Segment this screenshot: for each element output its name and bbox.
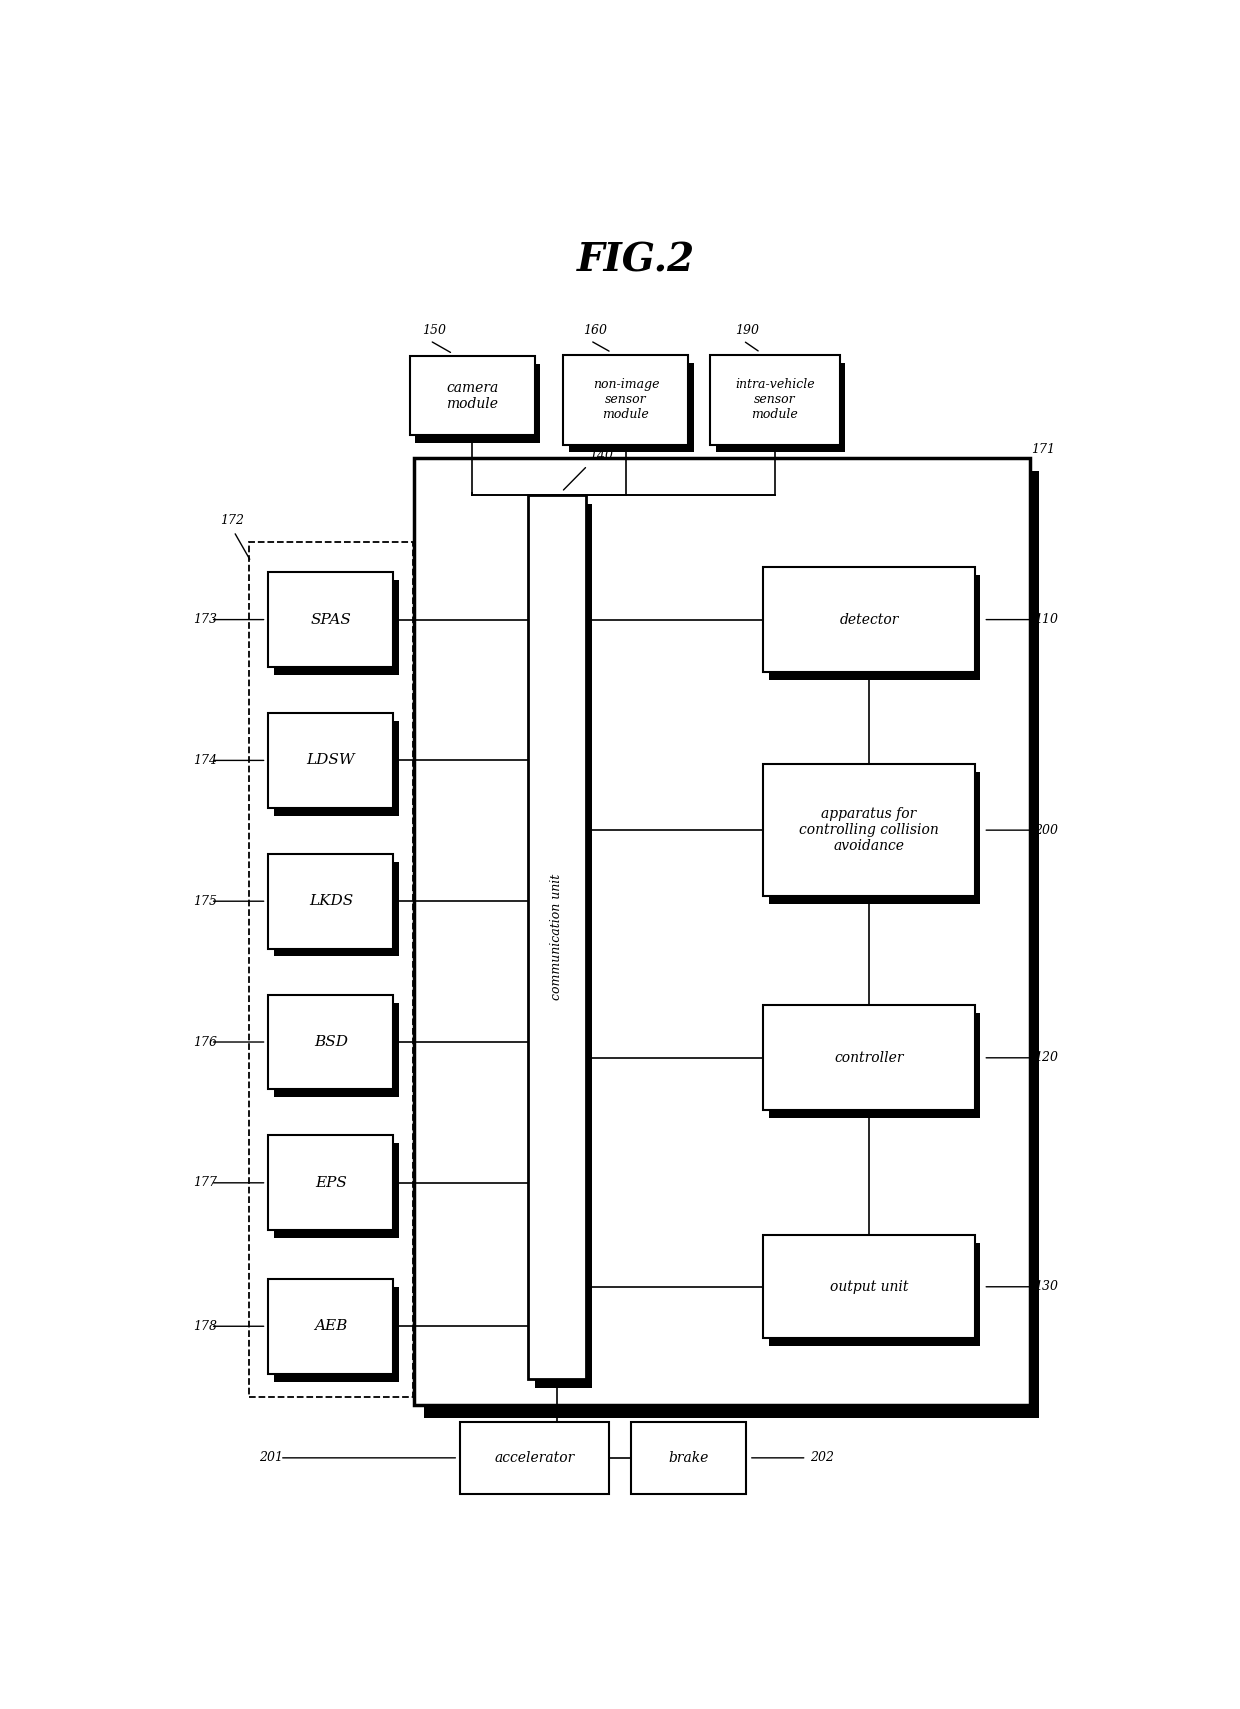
Text: brake: brake <box>668 1451 708 1465</box>
Bar <box>268 1135 393 1230</box>
Bar <box>769 772 981 904</box>
Text: communication unit: communication unit <box>551 873 563 1000</box>
Text: 160: 160 <box>583 323 606 337</box>
Text: 175: 175 <box>193 896 217 907</box>
Text: 150: 150 <box>422 323 446 337</box>
Text: intra-vehicle
sensor
module: intra-vehicle sensor module <box>735 378 815 422</box>
Text: 177: 177 <box>193 1176 217 1189</box>
Bar <box>415 364 541 443</box>
Text: 130: 130 <box>1034 1280 1058 1294</box>
Bar <box>769 1013 981 1118</box>
Bar <box>274 861 399 957</box>
Text: 176: 176 <box>193 1036 217 1049</box>
Bar <box>769 574 981 680</box>
Text: accelerator: accelerator <box>495 1451 574 1465</box>
Bar <box>274 1287 399 1381</box>
Text: camera
module: camera module <box>446 381 498 410</box>
Text: 200: 200 <box>1034 824 1058 837</box>
Bar <box>268 1278 393 1374</box>
Text: apparatus for
controlling collision
avoidance: apparatus for controlling collision avoi… <box>799 807 939 853</box>
Text: 110: 110 <box>1034 614 1058 625</box>
Bar <box>769 1244 981 1347</box>
Bar <box>274 1003 399 1097</box>
Text: LDSW: LDSW <box>306 754 355 767</box>
Text: 202: 202 <box>811 1451 835 1465</box>
Text: SPAS: SPAS <box>310 612 351 627</box>
Bar <box>268 854 393 948</box>
Bar <box>764 1236 975 1338</box>
Bar <box>268 713 393 808</box>
Bar <box>528 494 585 1379</box>
Bar <box>274 1143 399 1237</box>
Bar <box>414 458 1029 1405</box>
Text: 173: 173 <box>193 614 217 625</box>
Bar <box>249 542 413 1398</box>
Bar <box>631 1422 746 1494</box>
Bar <box>268 995 393 1089</box>
Text: 171: 171 <box>1032 443 1055 456</box>
Bar <box>409 357 534 436</box>
Bar <box>563 355 688 444</box>
Bar <box>764 1005 975 1111</box>
Text: 201: 201 <box>259 1451 283 1465</box>
Bar <box>424 472 1039 1418</box>
Bar <box>534 504 593 1388</box>
Text: controller: controller <box>835 1051 904 1065</box>
Bar <box>460 1422 609 1494</box>
Text: EPS: EPS <box>315 1176 347 1189</box>
Text: 190: 190 <box>735 323 759 337</box>
Text: 178: 178 <box>193 1319 217 1333</box>
Bar <box>764 764 975 896</box>
Text: 120: 120 <box>1034 1051 1058 1065</box>
Text: FIG.2: FIG.2 <box>577 241 694 279</box>
Bar <box>274 721 399 815</box>
Text: 172: 172 <box>221 514 244 528</box>
Text: AEB: AEB <box>314 1319 347 1333</box>
Bar <box>569 362 694 453</box>
Bar <box>274 579 399 675</box>
Bar <box>764 567 975 672</box>
Text: 174: 174 <box>193 754 217 767</box>
Text: 140: 140 <box>589 448 614 461</box>
Bar <box>711 355 839 444</box>
Text: non-image
sensor
module: non-image sensor module <box>593 378 660 422</box>
Bar <box>268 573 393 667</box>
Bar <box>715 362 846 453</box>
Text: output unit: output unit <box>830 1280 908 1294</box>
Text: detector: detector <box>839 612 899 627</box>
Text: LKDS: LKDS <box>309 894 353 907</box>
Text: BSD: BSD <box>314 1036 348 1049</box>
